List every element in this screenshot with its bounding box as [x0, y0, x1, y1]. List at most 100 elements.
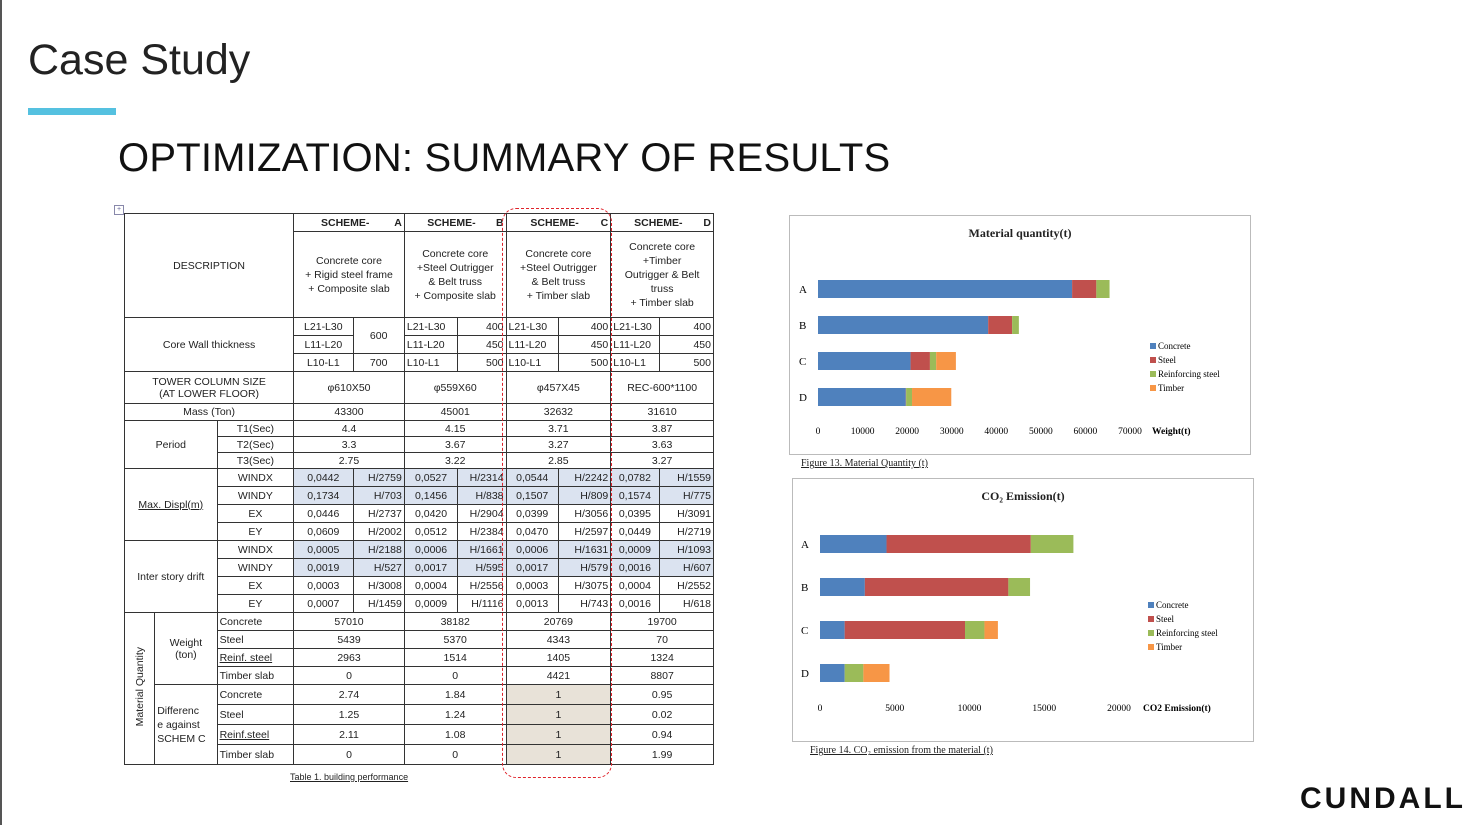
table-caption-text: Table 1. building performance	[290, 772, 409, 782]
level-cell: L11-L20	[403, 335, 459, 354]
load-case-label: EX	[216, 576, 295, 595]
load-case-label: EY	[216, 594, 295, 613]
drift-label: Inter story drift	[124, 540, 218, 613]
displ-value: 0,1456	[403, 486, 459, 505]
displ-value: 0,0420	[403, 504, 459, 523]
weight-label: Weight (ton)	[154, 612, 218, 685]
difference-value: 0.95	[610, 684, 714, 705]
level-cell: L10-L1	[610, 353, 660, 372]
table-row: TOWER COLUMN SIZE (AT LOWER FLOOR) φ610X50…	[123, 371, 714, 404]
weight-value: 1514	[403, 648, 507, 667]
table-row: Timber slab 0 0 1 1.99	[125, 744, 714, 765]
difference-value: 1.84	[403, 684, 507, 705]
tick-label: 10000	[851, 427, 875, 437]
load-case-label: WINDX	[216, 468, 295, 487]
thickness-cell: 400	[658, 317, 715, 336]
table-move-handle-icon[interactable]: +	[114, 205, 124, 215]
bar-steel	[910, 352, 930, 370]
legend-label: Timber	[1156, 642, 1182, 652]
weight-value: 0	[403, 666, 507, 685]
bar-concrete	[818, 280, 1073, 298]
bar-concrete	[818, 352, 911, 370]
drift-value: H/607	[658, 558, 715, 577]
bar-reinforcing-steel	[1096, 280, 1110, 298]
scheme-label: SCHEME-	[634, 216, 683, 229]
drift-value: 0,0003	[293, 576, 354, 595]
description-header: DESCRIPTION	[123, 213, 295, 318]
displ-value: H/2314	[457, 468, 507, 487]
period-row-label: T3(Sec)	[216, 452, 295, 469]
drift-value: 0,0006	[403, 540, 459, 559]
weight-value: 19700	[610, 612, 714, 631]
bar-steel	[886, 535, 1031, 553]
table-row: L10-L1 700 L10-L1 500 L10-L1 500 L10-L1 500	[125, 353, 715, 372]
drift-value: H/1661	[457, 540, 507, 559]
drift-value: H/1631	[557, 540, 612, 559]
table-row: Mass (Ton) 43300 45001 32632 31610	[123, 403, 714, 421]
table-row: WINDY 0,0019 H/527 0,0017 H/595 0,0017 H/579 0,…	[125, 558, 715, 577]
material-quantity-label: Material Quantity	[123, 612, 156, 765]
material-chart-svg: A B C D 0 10000 20000 30000 40000 50000 60000 70000…	[799, 280, 1220, 437]
material-label: Steel	[216, 630, 295, 649]
weight-value: 0	[293, 666, 405, 685]
category-label: D	[801, 668, 809, 680]
tick-label: 10000	[958, 704, 982, 714]
material-label: Reinf. steel	[216, 648, 295, 667]
displ-value: H/2904	[457, 504, 507, 523]
period-value: 3.3	[293, 436, 405, 453]
table-caption: Table 1. building performance	[290, 772, 408, 782]
legend-label: Concrete	[1156, 600, 1188, 610]
period-label: Period	[124, 420, 218, 469]
tick-label: 50000	[1029, 427, 1053, 437]
displ-value: 0,0446	[293, 504, 354, 523]
difference-value: 1.25	[293, 704, 405, 725]
drift-value: 0,0007	[293, 594, 354, 613]
mass-C: 32632	[505, 403, 612, 421]
table-row: Reinf.steel 2.11 1.08 1 0.94	[125, 724, 714, 745]
legend-swatch	[1148, 602, 1154, 608]
table-row: Concrete core + Rigid steel frame + Compos…	[125, 231, 714, 318]
bar-reinforcing-steel	[1030, 535, 1074, 553]
slide-headline: OPTIMIZATION: SUMMARY OF RESULTS	[118, 136, 891, 180]
scheme-description-B: Concrete core +Steel Outrigger & Belt trus…	[403, 231, 507, 318]
performance-table: DESCRIPTION SCHEME- A SCHEME- B SCHEME- C SCHEM…	[123, 213, 715, 765]
bar-timber	[863, 664, 890, 682]
displ-value: H/2759	[352, 468, 405, 487]
bar-concrete	[820, 535, 887, 553]
drift-value: H/527	[352, 558, 405, 577]
bar-concrete	[818, 388, 906, 406]
displ-value: 0,0395	[610, 504, 660, 523]
tick-label: 5000	[885, 704, 904, 714]
table-row: T2(Sec) 3.3 3.67 3.27 3.63	[125, 436, 714, 453]
scheme-label: SCHEME-	[427, 216, 476, 229]
period-value: 3.87	[610, 420, 714, 437]
difference-value: 1.24	[403, 704, 507, 725]
displ-value: H/2002	[352, 522, 405, 541]
tick-label: 30000	[940, 427, 964, 437]
legend-swatch	[1148, 630, 1154, 636]
legend-label: Steel	[1158, 355, 1176, 365]
displ-value: H/2737	[352, 504, 405, 523]
bar-concrete	[820, 621, 845, 639]
legend-swatch	[1150, 343, 1156, 349]
table-row: Core Wall thickness L21-L30 600 L21-L30 400 L…	[123, 317, 715, 372]
table-row: L11-L20 L11-L20 450 L11-L20 450 L11-L20 450	[125, 335, 715, 354]
scheme-key: A	[394, 216, 402, 229]
scheme-key: D	[703, 216, 711, 229]
material-label: Concrete	[216, 612, 295, 631]
period-value: 3.63	[610, 436, 714, 453]
drift-value: H/2188	[352, 540, 405, 559]
tick-label: 70000	[1118, 427, 1142, 437]
table-row: Period T1(Sec) 4.4 4.15 3.71 3.87	[124, 420, 714, 469]
thickness-cell: 500	[658, 353, 715, 372]
material-label: Concrete	[216, 684, 295, 705]
difference-value: 0	[293, 744, 405, 765]
bar-timber	[912, 388, 952, 406]
drift-value: H/579	[557, 558, 612, 577]
table-row: Reinf. steel 2963 1514 1405 1324	[125, 648, 714, 667]
column-size-D: REC-600*1100	[610, 371, 714, 404]
material-label: Reinf.steel	[216, 724, 295, 745]
co2-chart: CO₂ Emission(t) A B C D 0 5000 10000 15000 20000…	[792, 478, 1254, 742]
table-row: EY 0,0007 H/1459 0,0009 H/1116 0,0013 H/743 0,0…	[125, 594, 715, 613]
displ-value: 0,0544	[505, 468, 559, 487]
